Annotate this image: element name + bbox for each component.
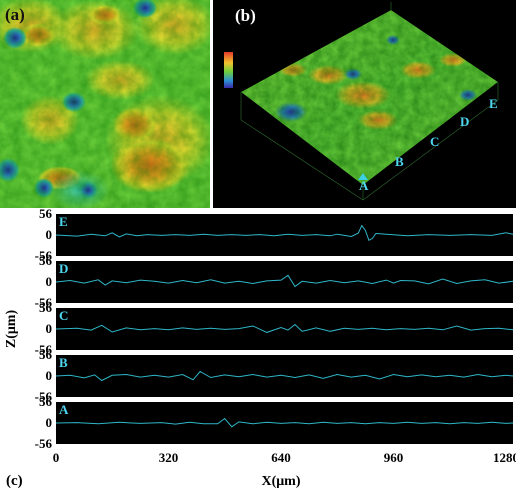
- marker-b: B: [395, 154, 404, 169]
- x-tick-label: 640: [271, 450, 291, 465]
- y-tick-label: -56: [35, 436, 53, 451]
- y-tick-label: -56: [35, 342, 53, 357]
- y-tick-label: 56: [39, 347, 53, 362]
- y-tick-label: -56: [35, 389, 53, 404]
- panel-c-label: (c): [6, 473, 23, 489]
- y-axis-label: Z(μm): [4, 310, 19, 349]
- x-tick-label: 1280: [493, 450, 516, 465]
- y-tick-label: -56: [35, 295, 53, 310]
- box-wireframe: [240, 2, 499, 201]
- surface-3d: A B C D E: [213, 0, 516, 208]
- marker-e: E: [489, 96, 498, 111]
- panel-b-label: (b): [235, 6, 256, 25]
- y-tick-label: 56: [39, 300, 53, 315]
- panel-a-label: (a): [5, 5, 25, 24]
- profile-label-a: A: [59, 402, 69, 417]
- profile-line-d: [55, 274, 514, 288]
- x-axis-label: X(μm): [261, 474, 300, 489]
- profile-line-c: [55, 323, 514, 333]
- profile-line-b: [55, 370, 514, 382]
- height-colorbar: [224, 52, 233, 88]
- x-tick-label: 960: [384, 450, 404, 465]
- y-tick-label: 56: [39, 208, 53, 221]
- profile-marker-labels: A B C D E: [359, 96, 498, 193]
- profile-line-a: [55, 417, 514, 428]
- panel-a-heightmap: (a): [0, 0, 215, 210]
- profile-label-b: B: [59, 355, 68, 370]
- profile-marker-points: [358, 173, 368, 180]
- y-tick-label: 0: [46, 227, 53, 242]
- y-tick-label: 56: [39, 253, 53, 268]
- profile-strip-d: [56, 261, 513, 303]
- panel-b-surface-3d: A B C D E (b): [213, 0, 516, 208]
- y-tick-label: -56: [35, 248, 53, 263]
- x-tick-label: 0: [53, 450, 60, 465]
- marker-d: D: [460, 114, 469, 129]
- y-tick-label: 0: [46, 274, 53, 289]
- y-tick-label: 0: [46, 321, 53, 336]
- y-tick-label: 56: [39, 394, 53, 409]
- marker-c: C: [430, 134, 439, 149]
- y-tick-label: 0: [46, 368, 53, 383]
- profile-label-e: E: [59, 214, 68, 229]
- panel-c-profiles: E 56 0 -56 D 56 0 -56 C 56 0 -56 B 56 0 -56 A 56 0 -56 0 320 6…: [0, 206, 516, 495]
- profile-line-e: [55, 224, 514, 242]
- marker-a: A: [359, 178, 369, 193]
- y-tick-label: 0: [46, 415, 53, 430]
- x-tick-label: 320: [159, 450, 179, 465]
- profile-label-d: D: [59, 261, 68, 276]
- profile-label-c: C: [59, 308, 68, 323]
- heightmap-2d: [0, 0, 215, 210]
